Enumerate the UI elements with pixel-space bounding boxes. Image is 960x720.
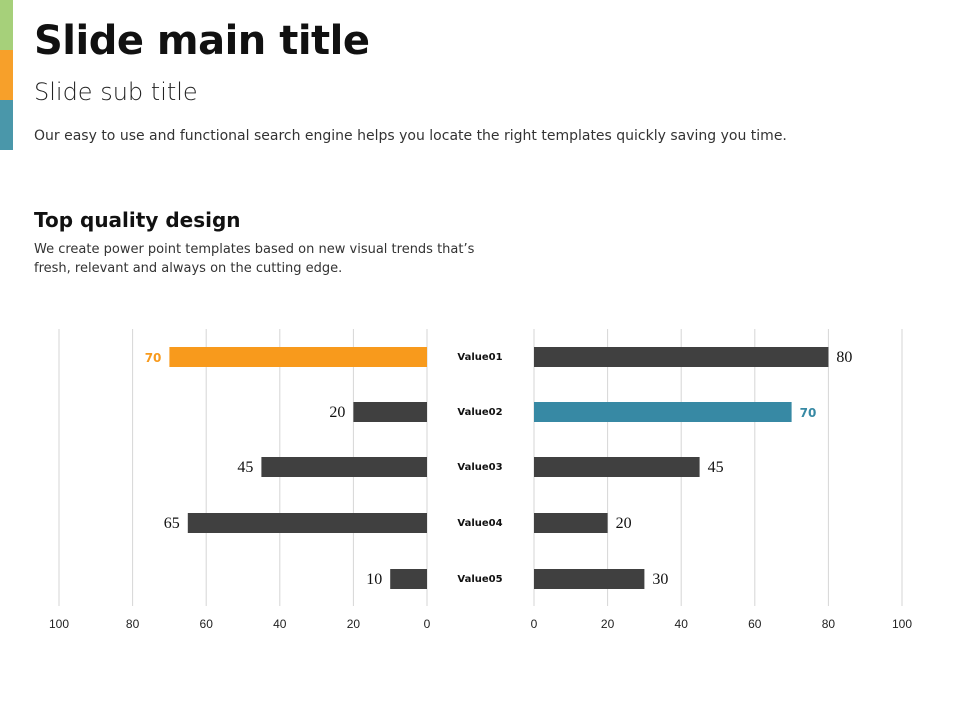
left-bar <box>390 569 427 589</box>
right-data-label: 80 <box>836 349 852 366</box>
category-label: Value02 <box>457 407 502 418</box>
left-data-label: 65 <box>164 515 180 532</box>
category-label: Value01 <box>457 352 502 363</box>
left-bar <box>169 347 427 367</box>
right-bar <box>534 457 700 477</box>
left-data-label: 10 <box>366 571 382 588</box>
right-tick-label: 80 <box>822 617 836 631</box>
left-tick-label: 20 <box>347 617 361 631</box>
right-data-label: 20 <box>616 515 632 532</box>
left-bar <box>353 402 427 422</box>
accent-bar-green <box>0 0 13 50</box>
left-tick-label: 60 <box>200 617 214 631</box>
accent-bar-orange <box>0 50 13 100</box>
right-bar <box>534 513 608 533</box>
right-bar <box>534 347 829 367</box>
left-tick-label: 80 <box>126 617 140 631</box>
left-data-label: 70 <box>145 351 162 365</box>
left-data-label: 45 <box>237 459 253 476</box>
slide-subtitle: Slide sub title <box>34 78 198 106</box>
category-label: Value05 <box>457 574 502 585</box>
left-tick-label: 100 <box>49 617 69 631</box>
left-tick-label: 0 <box>424 617 431 631</box>
right-bar <box>534 402 792 422</box>
intro-text: Our easy to use and functional search en… <box>34 128 787 144</box>
slide-title: Slide main title <box>34 18 370 64</box>
right-data-label: 70 <box>800 406 817 420</box>
right-tick-label: 0 <box>531 617 538 631</box>
accent-bar-teal <box>0 100 13 150</box>
section-body: We create power point templates based on… <box>34 242 475 276</box>
left-bar <box>261 457 427 477</box>
right-tick-label: 40 <box>675 617 689 631</box>
category-label: Value04 <box>457 518 502 529</box>
left-tick-label: 40 <box>273 617 287 631</box>
left-bar <box>187 513 427 533</box>
right-data-label: 45 <box>708 459 724 476</box>
right-data-label: 30 <box>652 571 668 588</box>
right-tick-label: 100 <box>892 617 912 631</box>
left-data-label: 20 <box>329 404 345 421</box>
section-title: Top quality design <box>34 208 241 232</box>
right-tick-label: 20 <box>601 617 615 631</box>
category-label: Value03 <box>457 462 502 473</box>
right-tick-label: 60 <box>748 617 762 631</box>
right-bar <box>534 569 645 589</box>
